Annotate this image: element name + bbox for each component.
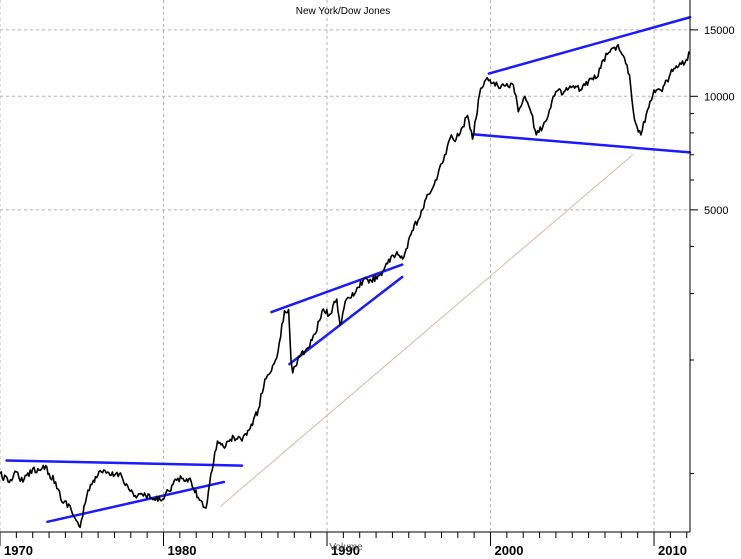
x-tick-label-4: 2010 [658,543,687,558]
diagonal-line [220,154,634,507]
y-tick-label-2: 15000 [704,25,735,37]
volume-label: Volume [329,542,363,553]
trendline-1 [46,480,226,524]
chart-title: New York/Dow Jones [296,6,391,17]
x-tick-label-3: 2000 [495,543,524,558]
trendline-4 [487,16,692,75]
axes [0,0,694,533]
trendline-5 [471,133,692,154]
x-axis-ticks: 1970 1980 1990 2000 2010 [0,532,688,558]
series-line-0 [0,43,691,529]
x-tick-label-2: 1990 [331,543,360,558]
trendline-0 [5,459,244,467]
y-tick-label-0: 5000 [704,205,728,217]
price-series [0,43,691,529]
diagonal-guide-line [220,154,634,507]
y-axis-ticks: 5000 10000 15000 [690,25,735,217]
trendlines [5,16,692,524]
y-tick-label-1: 10000 [704,91,735,103]
x-tick-label-1: 1980 [168,543,197,558]
trendline-3 [288,275,404,366]
trendline-2 [270,263,404,314]
x-tick-label-0: 1970 [4,543,33,558]
grid [0,0,690,532]
